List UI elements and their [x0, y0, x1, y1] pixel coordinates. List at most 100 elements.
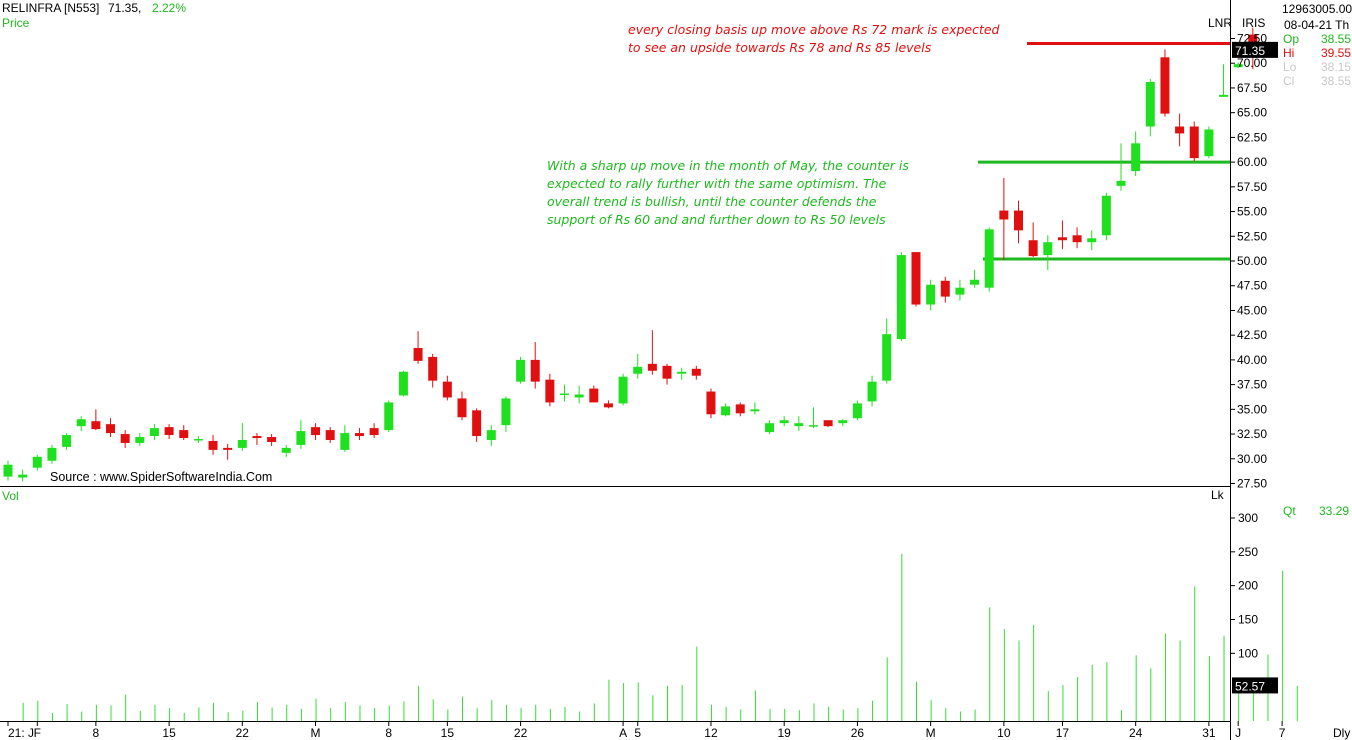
- candle: [369, 423, 379, 439]
- candle-body: [896, 255, 906, 340]
- price-tick-label: 47.50: [1237, 279, 1267, 293]
- candle-body: [413, 348, 423, 361]
- candle: [779, 416, 789, 427]
- candle-body: [882, 334, 892, 381]
- candle-body: [955, 287, 965, 295]
- candle: [325, 427, 335, 443]
- candle-body: [193, 439, 203, 441]
- candle: [896, 252, 906, 342]
- candle: [398, 370, 408, 397]
- candle-body: [1014, 210, 1024, 231]
- candle-body: [1131, 143, 1141, 172]
- candle: [838, 419, 848, 427]
- volume-series: [22, 553, 1298, 721]
- candle-body: [76, 419, 86, 427]
- change-percent: 2.22%: [152, 1, 187, 15]
- date-tick-label: 12: [704, 726, 718, 740]
- date-tick-label: 24: [1129, 726, 1143, 740]
- price-tick-label: 55.00: [1237, 205, 1267, 219]
- candle-body: [808, 425, 818, 427]
- candle-body: [721, 406, 731, 416]
- candle: [457, 391, 467, 421]
- candle-body: [735, 404, 745, 414]
- date-tick-label: A: [619, 726, 627, 740]
- candle-body: [1145, 82, 1155, 127]
- candle: [252, 433, 262, 445]
- candle: [149, 424, 159, 440]
- candle: [120, 430, 130, 448]
- candle-body: [1204, 129, 1214, 157]
- date-tick-label: 7: [1279, 726, 1286, 740]
- candle: [1101, 192, 1111, 241]
- trend-annotation-line-1: With a sharp up move in the month of May…: [547, 158, 909, 173]
- price-tick-label: 37.50: [1237, 378, 1267, 392]
- candle: [955, 279, 965, 301]
- candle: [18, 469, 28, 482]
- candle-body: [164, 427, 174, 436]
- resistance-annotation: every closing basis up move above Rs 72 …: [628, 21, 1000, 57]
- candle-body: [530, 359, 540, 382]
- legend-close: Cl 38.55: [1283, 74, 1351, 88]
- price-panel-label: Price: [2, 16, 30, 30]
- candle: [1175, 113, 1185, 147]
- candle-body: [706, 391, 716, 415]
- candle-body: [926, 284, 936, 305]
- price-tick-label: 35.00: [1237, 402, 1267, 416]
- candle-body: [149, 428, 159, 437]
- candle-body: [47, 447, 57, 461]
- legend-open-label: Op: [1283, 32, 1300, 46]
- candle-body: [120, 434, 130, 443]
- candle-body: [633, 366, 643, 374]
- candle: [852, 400, 862, 421]
- candle-body: [369, 428, 379, 436]
- price-tick-label: 27.50: [1237, 477, 1267, 491]
- candle-body: [677, 371, 687, 374]
- date-tick-label: M: [311, 726, 321, 740]
- candle: [3, 460, 13, 481]
- candle: [164, 424, 174, 439]
- candle-body: [208, 440, 218, 450]
- top-right-id: 12963005.00: [1282, 2, 1352, 16]
- legend-low-label: Lo: [1283, 60, 1297, 74]
- price-tick-label: 50.00: [1237, 254, 1267, 268]
- candle: [999, 177, 1009, 261]
- candle: [940, 276, 950, 303]
- candle: [970, 269, 980, 288]
- candle: [677, 367, 687, 380]
- candle-body: [603, 403, 613, 408]
- price-axis: 72.5070.0067.5065.0062.5060.0057.5055.00…: [1230, 32, 1267, 491]
- candle: [501, 396, 511, 433]
- candle: [1014, 200, 1024, 244]
- candle-body: [852, 403, 862, 419]
- candle-body: [442, 381, 452, 398]
- candle: [1219, 64, 1229, 97]
- date-tick-label: F: [34, 726, 41, 740]
- candle: [76, 416, 86, 432]
- candle: [911, 252, 921, 307]
- candle-body: [940, 280, 950, 297]
- candle: [618, 373, 628, 406]
- candle-body: [516, 359, 526, 382]
- volume-tick-label: 150: [1238, 613, 1258, 627]
- date-tick-label: 15: [441, 726, 455, 740]
- candle: [882, 318, 892, 384]
- candle-body: [91, 421, 101, 430]
- candle: [691, 365, 701, 380]
- trend-annotation-line-3: overall trend is bullish, until the coun…: [547, 194, 877, 209]
- candle: [1028, 222, 1038, 258]
- candle-body: [545, 379, 555, 403]
- volume-tick-label: 250: [1238, 545, 1258, 559]
- price-tick-label: 70.00: [1237, 56, 1267, 70]
- panel-dividers: [0, 0, 1231, 740]
- candle-body: [135, 437, 145, 443]
- legend-high-value: 39.55: [1321, 46, 1352, 60]
- legend-open-value: 38.55: [1321, 32, 1352, 46]
- candle-body: [32, 456, 42, 468]
- candle: [62, 433, 72, 450]
- legend-close-label: Cl: [1283, 74, 1295, 88]
- candle: [867, 375, 877, 407]
- candle-body: [340, 433, 350, 450]
- price-tick-label: 40.00: [1237, 353, 1267, 367]
- current-price-marker-label: 71.35: [1235, 44, 1265, 58]
